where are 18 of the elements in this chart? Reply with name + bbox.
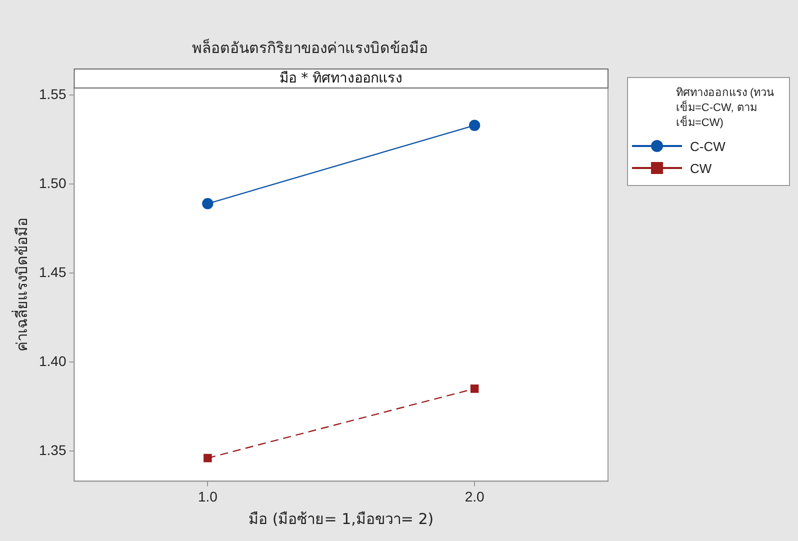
y-tick-label: 1.50 xyxy=(39,174,66,191)
x-tick-label: 1.0 xyxy=(198,488,218,504)
chart-title: พล็อตอันตรกิริยาของค่าแรงบิดข้อมือ xyxy=(192,38,428,57)
x-tick-label: 2.0 xyxy=(464,488,485,504)
y-tick-label: 1.35 xyxy=(39,442,66,458)
chart-subtitle: มือ * ทิศทางออกแรง xyxy=(280,70,403,87)
x-axis-title: มือ (มือซ้าย= 1,มือขวา= 2) xyxy=(248,510,434,528)
legend-label: C-CW xyxy=(690,138,726,154)
point xyxy=(202,198,214,210)
y-tick-label: 1.55 xyxy=(39,86,66,102)
point xyxy=(468,120,480,131)
y-tick-label: 1.40 xyxy=(39,352,66,369)
point xyxy=(470,384,479,393)
y-tick-label: 1.45 xyxy=(39,264,66,280)
y-axis-title: ค่าเฉลี่ยแรงบิดข้อมือ xyxy=(10,218,31,352)
legend-label: CW xyxy=(690,160,712,176)
point xyxy=(204,454,212,462)
legend-title: ทิศทางออกแรง (ทวนเข็ม=C-CW, ตามเข็ม=CW) xyxy=(676,86,776,131)
